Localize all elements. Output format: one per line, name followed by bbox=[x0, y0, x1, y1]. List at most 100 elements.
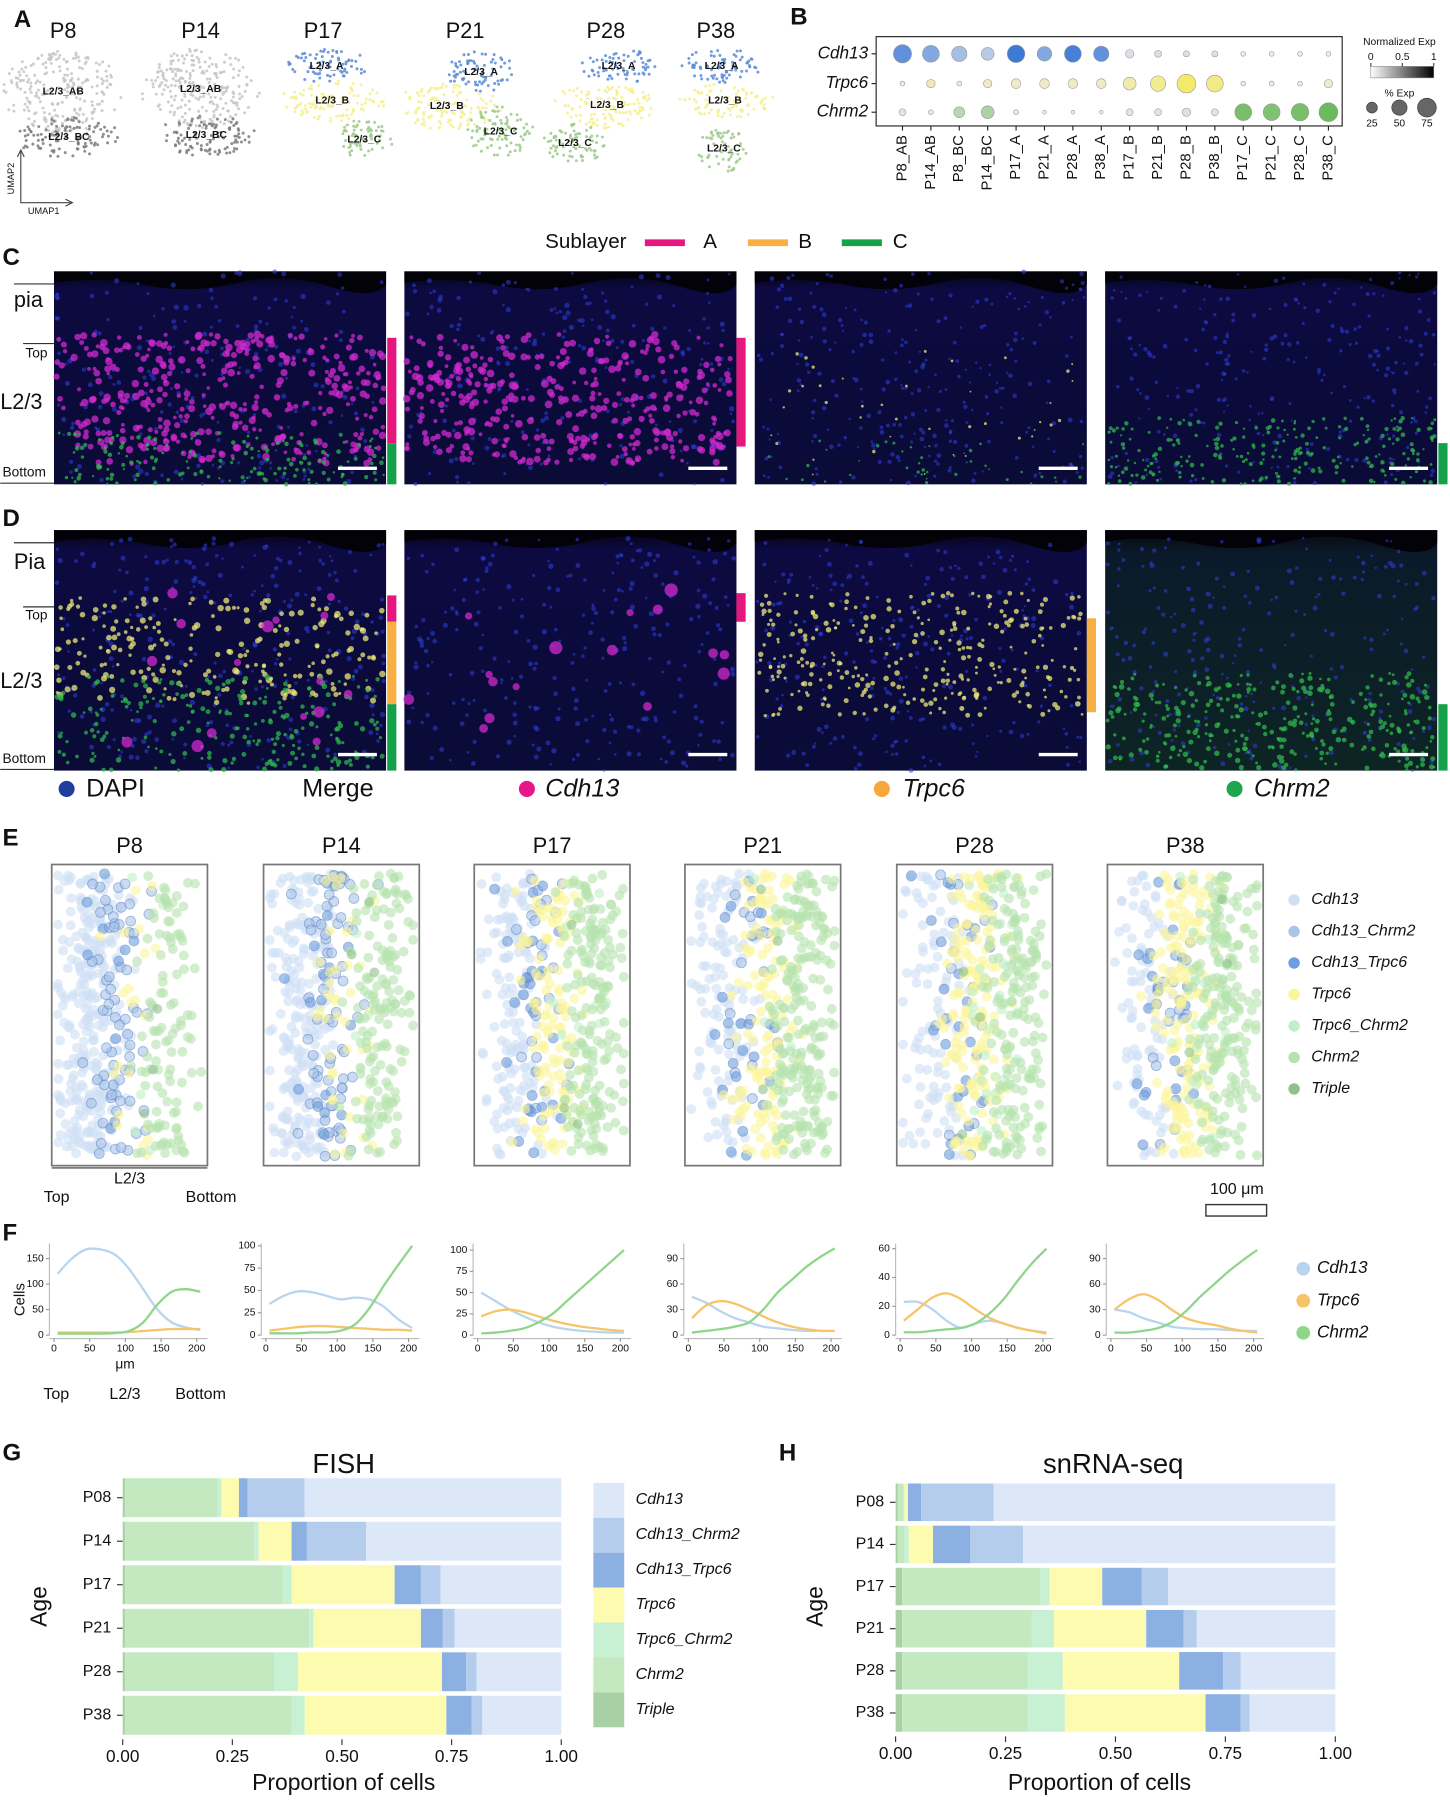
cell-signal bbox=[69, 598, 74, 603]
cell-signal bbox=[1392, 442, 1395, 446]
umap-point bbox=[704, 98, 708, 102]
umap-point bbox=[35, 79, 39, 83]
umap-point bbox=[169, 62, 173, 66]
cell-signal bbox=[1244, 458, 1248, 462]
cell-signal bbox=[192, 585, 196, 589]
cell-signal bbox=[253, 554, 257, 557]
cell-signal bbox=[1243, 285, 1247, 288]
cell-signal bbox=[563, 359, 569, 366]
cell-signal bbox=[731, 556, 737, 561]
umap-point bbox=[722, 61, 726, 65]
umap-point bbox=[214, 107, 218, 111]
cell-signal bbox=[61, 416, 67, 423]
cell-signal bbox=[678, 693, 684, 699]
cell-signal bbox=[1334, 464, 1340, 470]
cell-signal bbox=[1145, 290, 1149, 293]
umap-point bbox=[480, 82, 484, 86]
cell-signal bbox=[111, 644, 118, 651]
cell-signal bbox=[579, 318, 585, 324]
umap-point bbox=[564, 131, 567, 135]
cell-signal bbox=[1178, 470, 1182, 475]
umap-point bbox=[728, 108, 732, 112]
umap-point bbox=[700, 77, 704, 81]
cell-signal bbox=[356, 371, 361, 376]
umap-point bbox=[608, 55, 612, 59]
cell-signal bbox=[179, 726, 185, 732]
cell-signal bbox=[1321, 417, 1326, 421]
umap-point bbox=[190, 117, 194, 121]
dot bbox=[1240, 80, 1246, 87]
cell-signal bbox=[1215, 351, 1219, 355]
cell-signal bbox=[697, 650, 702, 654]
umap-point bbox=[83, 62, 87, 66]
cell-signal bbox=[416, 338, 422, 344]
cell-signal bbox=[1273, 278, 1279, 284]
cell-signal bbox=[311, 596, 317, 602]
cell-signal bbox=[333, 752, 337, 757]
cell-signal bbox=[57, 403, 61, 407]
cell-signal bbox=[859, 342, 864, 347]
cell-signal bbox=[920, 456, 924, 460]
cluster-label: L2/3_A bbox=[464, 67, 498, 78]
cell-signal bbox=[1261, 451, 1266, 456]
cell-signal bbox=[957, 374, 961, 379]
umap-point bbox=[56, 49, 60, 53]
umap-point bbox=[375, 91, 379, 95]
umap-point bbox=[420, 87, 424, 91]
cell-signal bbox=[1262, 433, 1265, 437]
umap-point bbox=[554, 146, 558, 150]
cell-signal bbox=[132, 392, 140, 401]
umap-point bbox=[341, 62, 345, 66]
cell-signal bbox=[1080, 466, 1084, 470]
umap-point bbox=[27, 109, 31, 113]
umap-point bbox=[319, 49, 323, 53]
umap-point bbox=[496, 137, 500, 141]
umap-point bbox=[554, 138, 558, 142]
umap-point bbox=[497, 82, 501, 86]
cell-signal bbox=[172, 718, 178, 724]
umap-point bbox=[108, 82, 112, 86]
cell-signal bbox=[588, 630, 593, 635]
cell-signal bbox=[1027, 381, 1033, 387]
cell-signal bbox=[93, 369, 101, 377]
umap-point bbox=[466, 118, 470, 122]
cell-signal bbox=[1330, 391, 1333, 395]
umap-point bbox=[592, 73, 596, 77]
cell-signal bbox=[140, 596, 147, 603]
umap-point bbox=[493, 103, 497, 107]
umap-point bbox=[222, 122, 226, 126]
cell-signal bbox=[199, 413, 204, 418]
umap-point bbox=[79, 85, 83, 89]
cell-signal bbox=[326, 754, 330, 758]
cell-signal bbox=[187, 560, 193, 565]
umap-point bbox=[46, 124, 50, 128]
cell-signal bbox=[144, 625, 148, 630]
cell-signal bbox=[810, 335, 813, 339]
cell-signal bbox=[117, 390, 125, 397]
cell-signal bbox=[166, 695, 172, 701]
cell-signal bbox=[76, 650, 82, 656]
cell-signal bbox=[577, 343, 582, 348]
cell-signal bbox=[679, 449, 683, 453]
cell-signal bbox=[487, 437, 492, 442]
umap-point bbox=[53, 108, 57, 112]
cell-signal bbox=[964, 455, 967, 457]
cell-signal bbox=[491, 437, 499, 445]
cell-signal bbox=[189, 450, 193, 454]
umap-point bbox=[421, 117, 425, 121]
cell-signal bbox=[294, 591, 300, 597]
umap-point bbox=[622, 69, 626, 73]
cell-signal bbox=[318, 545, 322, 549]
cell-signal bbox=[262, 544, 268, 550]
umap-point bbox=[469, 59, 473, 63]
cell-signal bbox=[91, 475, 95, 478]
cell-signal bbox=[909, 440, 914, 444]
umap-point bbox=[32, 119, 36, 123]
cell-signal bbox=[1040, 295, 1044, 299]
umap-point bbox=[600, 58, 604, 62]
cell-signal bbox=[211, 463, 215, 467]
cell-signal bbox=[255, 742, 259, 747]
cell-signal bbox=[449, 323, 454, 329]
umap-point bbox=[165, 133, 169, 137]
cell-signal bbox=[208, 767, 214, 773]
